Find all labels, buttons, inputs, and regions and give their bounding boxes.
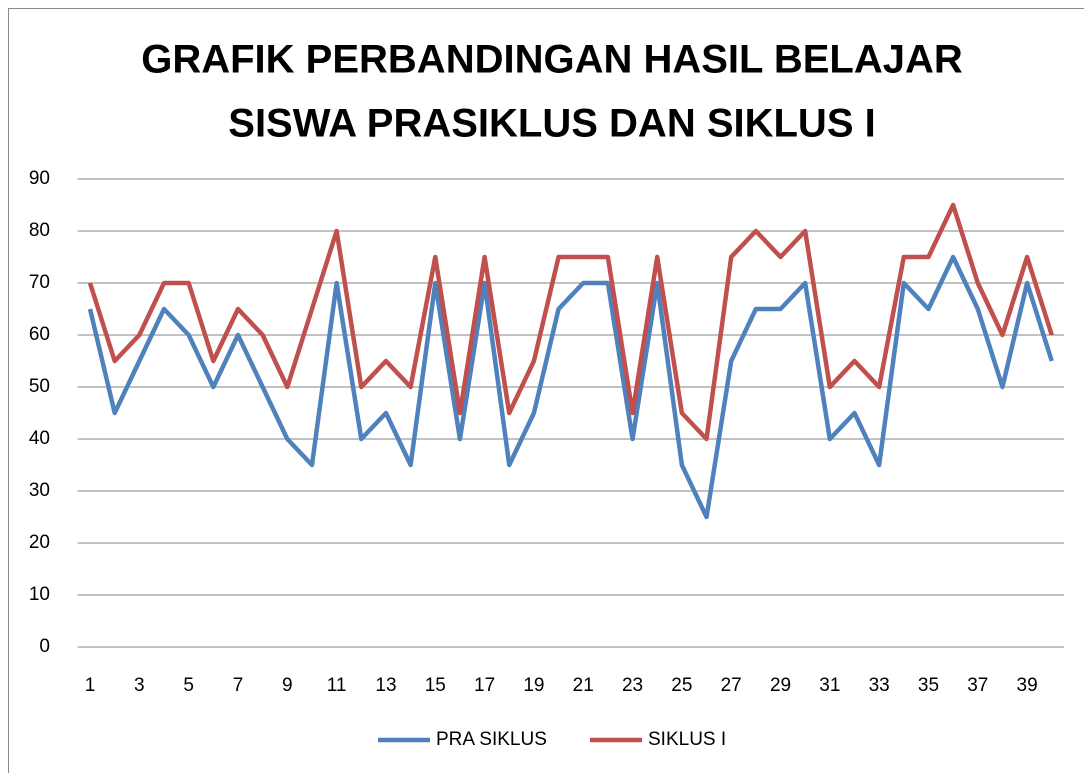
y-tick-label: 70 [29, 272, 50, 293]
x-tick-label: 35 [918, 675, 939, 696]
x-tick-label: 27 [721, 675, 742, 696]
x-tick-label: 19 [523, 675, 544, 696]
x-tick-label: 39 [1017, 675, 1038, 696]
x-tick-label: 13 [375, 675, 396, 696]
x-tick-label: 7 [233, 675, 244, 696]
y-tick-label: 50 [29, 376, 50, 397]
y-tick-label: 30 [29, 480, 50, 501]
series-line [87, 254, 1054, 520]
x-tick-label: 33 [869, 675, 890, 696]
x-tick-label: 15 [425, 675, 446, 696]
x-tick-label: 21 [573, 675, 594, 696]
x-tick-label: 11 [327, 675, 347, 696]
y-tick-label: 20 [29, 532, 50, 553]
chart-title: GRAFIK PERBANDINGAN HASIL BELAJAR [141, 38, 963, 82]
chart-title: SISWA PRASIKLUS DAN SIKLUS I [228, 102, 875, 146]
x-tick-label: 25 [671, 675, 692, 696]
y-tick-label: 60 [29, 324, 50, 345]
y-tick-label: 90 [29, 168, 50, 189]
x-tick-label: 23 [622, 675, 643, 696]
x-tick-label: 3 [134, 675, 145, 696]
y-tick-label: 10 [29, 584, 50, 605]
y-tick-label: 80 [29, 220, 50, 241]
x-tick-label: 37 [967, 675, 988, 696]
x-tick-label: 5 [183, 675, 194, 696]
x-tick-label: 1 [85, 675, 96, 696]
x-tick-label: 31 [819, 675, 840, 696]
legend-label: PRA SIKLUS [436, 729, 547, 750]
x-tick-label: 29 [770, 675, 791, 696]
legend-label: SIKLUS I [648, 729, 726, 750]
x-tick-label: 17 [474, 675, 495, 696]
x-tick-label: 9 [282, 675, 293, 696]
y-tick-label: 0 [39, 636, 50, 657]
chart-border [8, 8, 1084, 773]
series-line [87, 202, 1054, 442]
y-tick-label: 40 [29, 428, 50, 449]
